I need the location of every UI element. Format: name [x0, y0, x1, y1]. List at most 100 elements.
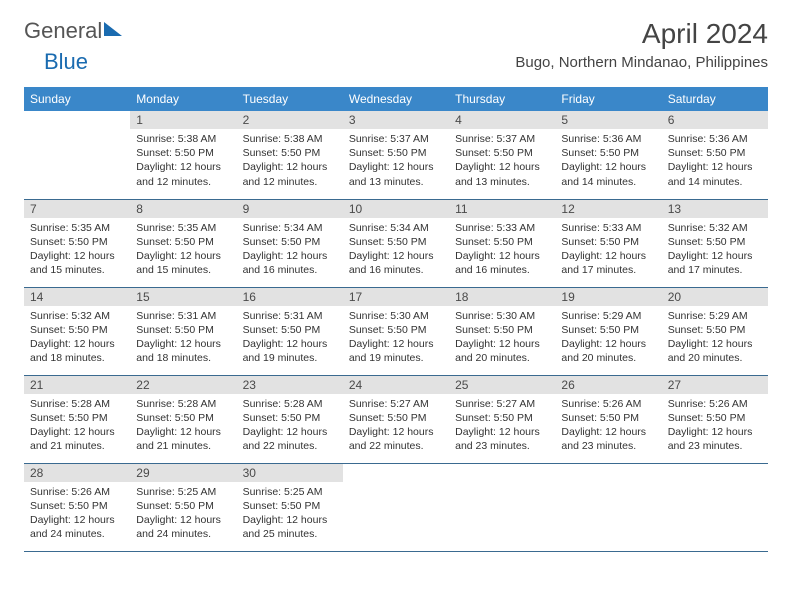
sunrise-text: Sunrise: 5:26 AM: [30, 485, 124, 499]
daylight-text: Daylight: 12 hours and 22 minutes.: [349, 425, 443, 453]
sunrise-text: Sunrise: 5:28 AM: [136, 397, 230, 411]
calendar-day-cell: [343, 463, 449, 551]
sunset-text: Sunset: 5:50 PM: [561, 235, 655, 249]
day-number: 27: [662, 376, 768, 394]
sunset-text: Sunset: 5:50 PM: [349, 411, 443, 425]
day-content: Sunrise: 5:28 AMSunset: 5:50 PMDaylight:…: [237, 394, 343, 458]
calendar-day-cell: 27Sunrise: 5:26 AMSunset: 5:50 PMDayligh…: [662, 375, 768, 463]
calendar-day-cell: 13Sunrise: 5:32 AMSunset: 5:50 PMDayligh…: [662, 199, 768, 287]
day-number: 19: [555, 288, 661, 306]
daylight-text: Daylight: 12 hours and 14 minutes.: [561, 160, 655, 188]
daylight-text: Daylight: 12 hours and 22 minutes.: [243, 425, 337, 453]
calendar-day-cell: 28Sunrise: 5:26 AMSunset: 5:50 PMDayligh…: [24, 463, 130, 551]
day-content: Sunrise: 5:36 AMSunset: 5:50 PMDaylight:…: [662, 129, 768, 193]
day-content: Sunrise: 5:30 AMSunset: 5:50 PMDaylight:…: [449, 306, 555, 370]
day-content: Sunrise: 5:28 AMSunset: 5:50 PMDaylight:…: [130, 394, 236, 458]
sunrise-text: Sunrise: 5:37 AM: [455, 132, 549, 146]
day-content: Sunrise: 5:25 AMSunset: 5:50 PMDaylight:…: [130, 482, 236, 546]
day-content: Sunrise: 5:27 AMSunset: 5:50 PMDaylight:…: [343, 394, 449, 458]
weekday-header: Monday: [130, 87, 236, 111]
day-number: 3: [343, 111, 449, 129]
calendar-day-cell: 25Sunrise: 5:27 AMSunset: 5:50 PMDayligh…: [449, 375, 555, 463]
weekday-header: Tuesday: [237, 87, 343, 111]
daylight-text: Daylight: 12 hours and 20 minutes.: [455, 337, 549, 365]
weekday-header: Saturday: [662, 87, 768, 111]
day-number: 21: [24, 376, 130, 394]
day-number: 24: [343, 376, 449, 394]
logo-triangle-icon: [104, 22, 122, 36]
day-number: 2: [237, 111, 343, 129]
calendar-day-cell: 26Sunrise: 5:26 AMSunset: 5:50 PMDayligh…: [555, 375, 661, 463]
daylight-text: Daylight: 12 hours and 21 minutes.: [30, 425, 124, 453]
calendar-day-cell: [662, 463, 768, 551]
sunset-text: Sunset: 5:50 PM: [136, 146, 230, 160]
sunset-text: Sunset: 5:50 PM: [136, 323, 230, 337]
weekday-header: Thursday: [449, 87, 555, 111]
sunrise-text: Sunrise: 5:33 AM: [561, 221, 655, 235]
calendar-day-cell: 20Sunrise: 5:29 AMSunset: 5:50 PMDayligh…: [662, 287, 768, 375]
sunset-text: Sunset: 5:50 PM: [30, 323, 124, 337]
sunset-text: Sunset: 5:50 PM: [668, 235, 762, 249]
calendar-day-cell: 4 Sunrise: 5:37 AMSunset: 5:50 PMDaylight…: [449, 111, 555, 199]
sunset-text: Sunset: 5:50 PM: [30, 499, 124, 513]
sunrise-text: Sunrise: 5:30 AM: [455, 309, 549, 323]
daylight-text: Daylight: 12 hours and 23 minutes.: [455, 425, 549, 453]
calendar-day-cell: 22Sunrise: 5:28 AMSunset: 5:50 PMDayligh…: [130, 375, 236, 463]
calendar-day-cell: 16 Sunrise: 5:31 AMSunset: 5:50 PMDayligh…: [237, 287, 343, 375]
sunset-text: Sunset: 5:50 PM: [243, 411, 337, 425]
sunset-text: Sunset: 5:50 PM: [30, 235, 124, 249]
daylight-text: Daylight: 12 hours and 25 minutes.: [243, 513, 337, 541]
sunset-text: Sunset: 5:50 PM: [349, 323, 443, 337]
day-number: 4: [449, 111, 555, 129]
day-content: Sunrise: 5:27 AMSunset: 5:50 PMDaylight:…: [449, 394, 555, 458]
sunset-text: Sunset: 5:50 PM: [243, 323, 337, 337]
sunrise-text: Sunrise: 5:34 AM: [349, 221, 443, 235]
sunset-text: Sunset: 5:50 PM: [243, 235, 337, 249]
calendar-page: General April 2024 Bugo, Northern Mindan…: [0, 0, 792, 570]
sunrise-text: Sunrise: 5:25 AM: [243, 485, 337, 499]
day-content: Sunrise: 5:32 AMSunset: 5:50 PMDaylight:…: [662, 218, 768, 282]
day-number: 10: [343, 200, 449, 218]
daylight-text: Daylight: 12 hours and 19 minutes.: [243, 337, 337, 365]
sunrise-text: Sunrise: 5:26 AM: [561, 397, 655, 411]
calendar-day-cell: 7Sunrise: 5:35 AMSunset: 5:50 PMDaylight…: [24, 199, 130, 287]
sunset-text: Sunset: 5:50 PM: [455, 146, 549, 160]
day-content: Sunrise: 5:26 AMSunset: 5:50 PMDaylight:…: [662, 394, 768, 458]
daylight-text: Daylight: 12 hours and 20 minutes.: [561, 337, 655, 365]
day-content: Sunrise: 5:36 AMSunset: 5:50 PMDaylight:…: [555, 129, 661, 193]
calendar-week-row: 1Sunrise: 5:38 AMSunset: 5:50 PMDaylight…: [24, 111, 768, 199]
day-number: 16: [237, 288, 343, 306]
calendar-week-row: 7Sunrise: 5:35 AMSunset: 5:50 PMDaylight…: [24, 199, 768, 287]
calendar-day-cell: [24, 111, 130, 199]
logo: General: [24, 18, 122, 44]
sunrise-text: Sunrise: 5:37 AM: [349, 132, 443, 146]
day-number: 6: [662, 111, 768, 129]
sunset-text: Sunset: 5:50 PM: [561, 411, 655, 425]
sunrise-text: Sunrise: 5:29 AM: [668, 309, 762, 323]
sunset-text: Sunset: 5:50 PM: [243, 146, 337, 160]
day-content: Sunrise: 5:29 AMSunset: 5:50 PMDaylight:…: [555, 306, 661, 370]
day-content: Sunrise: 5:32 AMSunset: 5:50 PMDaylight:…: [24, 306, 130, 370]
sunrise-text: Sunrise: 5:38 AM: [136, 132, 230, 146]
sunrise-text: Sunrise: 5:36 AM: [668, 132, 762, 146]
calendar-day-cell: 8Sunrise: 5:35 AMSunset: 5:50 PMDaylight…: [130, 199, 236, 287]
sunrise-text: Sunrise: 5:27 AM: [455, 397, 549, 411]
daylight-text: Daylight: 12 hours and 14 minutes.: [668, 160, 762, 188]
daylight-text: Daylight: 12 hours and 21 minutes.: [136, 425, 230, 453]
sunset-text: Sunset: 5:50 PM: [349, 146, 443, 160]
daylight-text: Daylight: 12 hours and 13 minutes.: [455, 160, 549, 188]
day-number: 22: [130, 376, 236, 394]
day-content: Sunrise: 5:34 AMSunset: 5:50 PMDaylight:…: [343, 218, 449, 282]
day-number: 11: [449, 200, 555, 218]
day-number: 9: [237, 200, 343, 218]
day-content: Sunrise: 5:35 AMSunset: 5:50 PMDaylight:…: [24, 218, 130, 282]
day-content: Sunrise: 5:33 AMSunset: 5:50 PMDaylight:…: [555, 218, 661, 282]
sunrise-text: Sunrise: 5:35 AM: [30, 221, 124, 235]
day-number: 30: [237, 464, 343, 482]
calendar-day-cell: 15Sunrise: 5:31 AMSunset: 5:50 PMDayligh…: [130, 287, 236, 375]
sunrise-text: Sunrise: 5:36 AM: [561, 132, 655, 146]
sunrise-text: Sunrise: 5:31 AM: [243, 309, 337, 323]
sunrise-text: Sunrise: 5:28 AM: [243, 397, 337, 411]
day-number: 25: [449, 376, 555, 394]
calendar-day-cell: 11Sunrise: 5:33 AMSunset: 5:50 PMDayligh…: [449, 199, 555, 287]
